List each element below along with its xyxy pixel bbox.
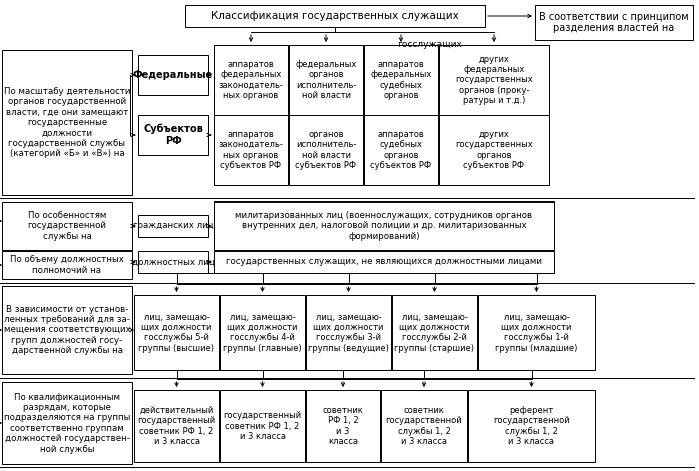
Bar (214, 202, 554, 250)
Bar (306, 390, 380, 462)
Text: лиц, замещаю-
щих должности
госслужбы 4-й
группы (главные): лиц, замещаю- щих должности госслужбы 4-… (223, 312, 302, 353)
Bar (134, 390, 219, 462)
Bar (220, 390, 305, 462)
Text: лиц, замещаю-
щих должности
госслужбы 5-й
группы (высшие): лиц, замещаю- щих должности госслужбы 5-… (138, 312, 215, 353)
Text: По квалификационным
разрядам, которые
подразделяются на группы
соответственно гр: По квалификационным разрядам, которые по… (3, 392, 130, 454)
Bar (134, 295, 219, 370)
Text: действительный
государственный
советник РФ 1, 2
и 3 класса: действительный государственный советник … (138, 406, 215, 446)
Text: советник
государственной
службы 1, 2
и 3 класса: советник государственной службы 1, 2 и 3… (386, 406, 462, 446)
Bar (439, 115, 549, 185)
Bar (535, 5, 693, 40)
Text: гражданских лиц: гражданских лиц (133, 221, 213, 230)
Bar (2, 286, 132, 374)
Bar (364, 115, 438, 185)
Text: лиц, замещаю-
щих должности
госслужбы 1-й
группы (младшие): лиц, замещаю- щих должности госслужбы 1-… (496, 312, 577, 353)
Text: лиц, замещаю-
щих должности
госслужбы 3-й
группы (ведущие): лиц, замещаю- щих должности госслужбы 3-… (308, 312, 389, 353)
Text: Федеральные: Федеральные (133, 70, 213, 80)
Text: госслужащих: госслужащих (398, 40, 463, 49)
Text: советник
РФ 1, 2
и 3
класса: советник РФ 1, 2 и 3 класса (322, 406, 363, 446)
Text: По объему должностных
полномочий на: По объему должностных полномочий на (10, 255, 124, 275)
Text: Классификация государственных служащих: Классификация государственных служащих (211, 11, 459, 21)
Text: органов
исполнитель-
ной власти
субъектов РФ: органов исполнитель- ной власти субъекто… (296, 130, 356, 170)
Bar (2, 251, 132, 279)
Text: По масштабу деятельности
органов государственной
власти, где они замещают
госуда: По масштабу деятельности органов государ… (3, 87, 130, 158)
Bar (478, 295, 595, 370)
Bar (138, 55, 208, 95)
Bar (220, 295, 305, 370)
Text: аппаратов
федеральных
законодатель-
ных органов: аппаратов федеральных законодатель- ных … (219, 60, 283, 100)
Bar (468, 390, 595, 462)
Text: аппаратов
законодатель-
ных органов
субъектов РФ: аппаратов законодатель- ных органов субъ… (219, 130, 283, 170)
Bar (2, 50, 132, 195)
Bar (138, 115, 208, 155)
Text: аппаратов
федеральных
судебных
органов: аппаратов федеральных судебных органов (370, 60, 432, 100)
Text: аппаратов
судебных
органов
субъектов РФ: аппаратов судебных органов субъектов РФ (370, 130, 431, 170)
Text: федеральных
органов
исполнитель-
ной власти: федеральных органов исполнитель- ной вла… (295, 60, 356, 100)
Text: По особенностям
государственной
службы на: По особенностям государственной службы н… (27, 211, 106, 241)
Text: должностных лиц: должностных лиц (131, 258, 215, 267)
Bar (2, 382, 132, 464)
Bar (214, 115, 288, 185)
Bar (439, 45, 549, 115)
Text: государственный
советник РФ 1, 2
и 3 класса: государственный советник РФ 1, 2 и 3 кла… (224, 411, 301, 441)
Bar (185, 5, 485, 27)
Bar (138, 215, 208, 237)
Text: других
государственных
органов
субъектов РФ: других государственных органов субъектов… (455, 130, 533, 170)
Bar (392, 295, 477, 370)
Bar (138, 251, 208, 273)
Bar (289, 45, 363, 115)
Text: других
федеральных
государственных
органов (проку-
ратуры и т.д.): других федеральных государственных орган… (455, 55, 533, 106)
Text: лиц, замещаю-
щих должности
госслужбы 2-й
группы (старшие): лиц, замещаю- щих должности госслужбы 2-… (394, 312, 475, 353)
Text: В соответствии с принципом
разделения властей на: В соответствии с принципом разделения вл… (539, 12, 689, 33)
Bar (381, 390, 467, 462)
Bar (289, 115, 363, 185)
Text: референт
государственной
службы 1, 2
и 3 класса: референт государственной службы 1, 2 и 3… (493, 406, 570, 446)
Bar (214, 45, 288, 115)
Text: В зависимости от установ-
ленных требований для за-
мещения соответствующих
груп: В зависимости от установ- ленных требова… (3, 305, 131, 355)
Text: милитаризованных лиц (военнослужащих, сотрудников органов
внутренних дел, налого: милитаризованных лиц (военнослужащих, со… (236, 211, 533, 241)
Bar (214, 251, 554, 273)
Text: государственных служащих, не являющихся должностными лицами: государственных служащих, не являющихся … (226, 258, 542, 267)
Bar (306, 295, 391, 370)
Bar (364, 45, 438, 115)
Bar (2, 202, 132, 250)
Text: Субъектов
РФ: Субъектов РФ (143, 124, 203, 146)
